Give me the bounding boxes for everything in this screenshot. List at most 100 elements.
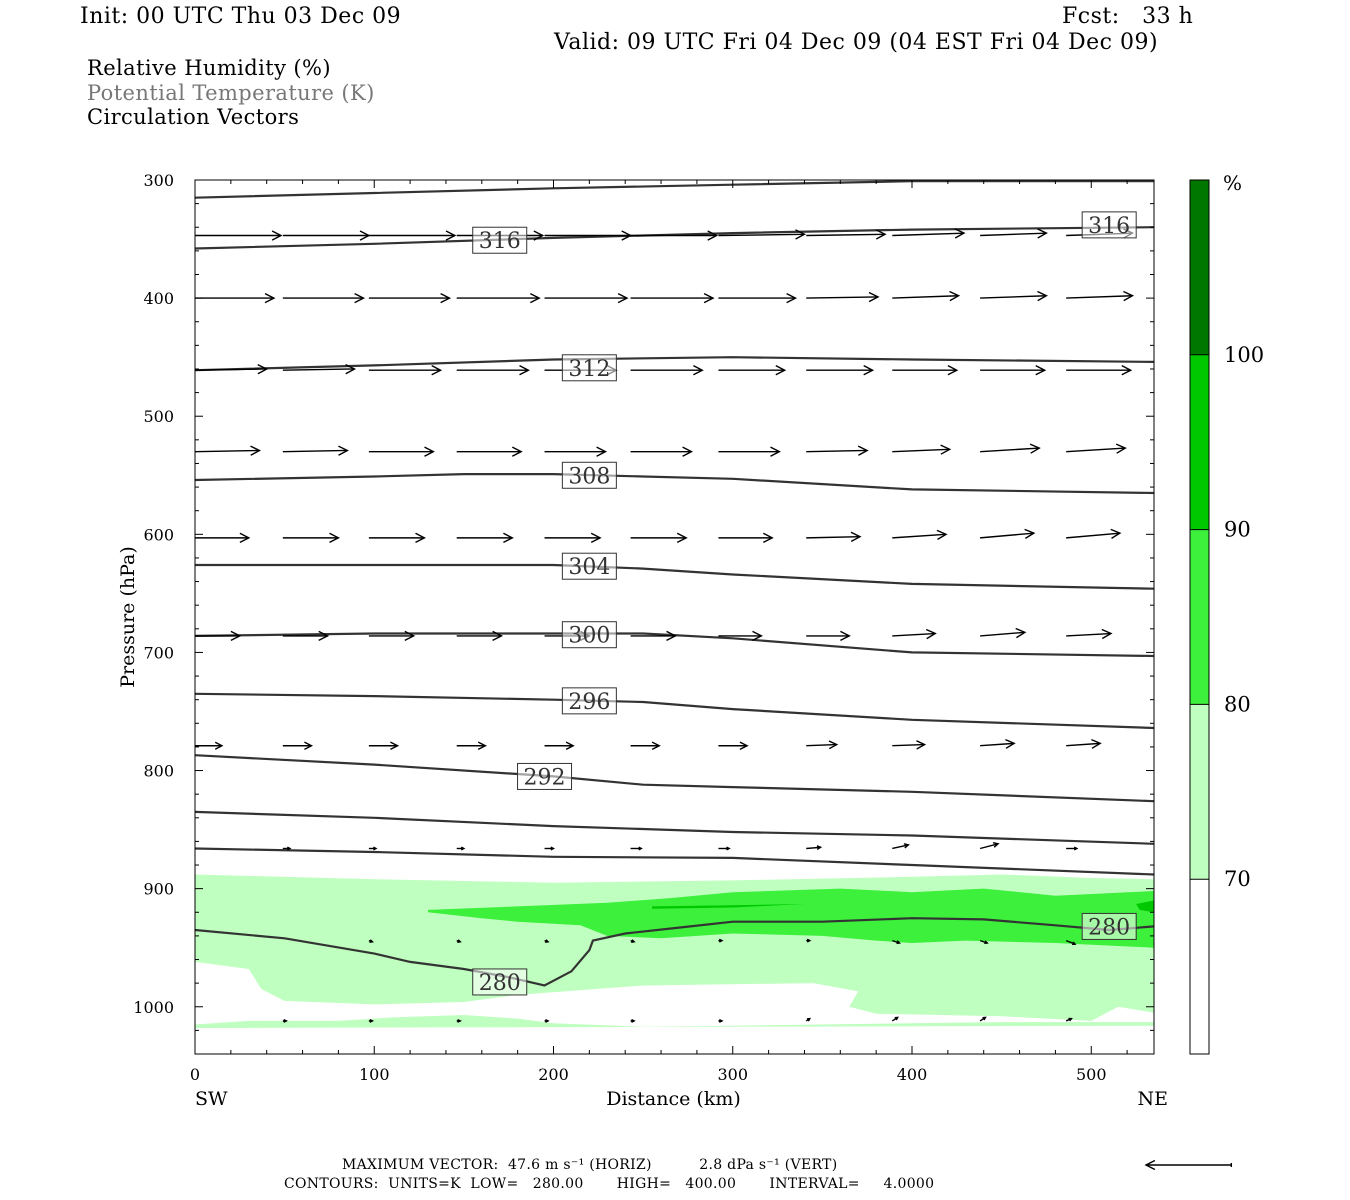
vector-head bbox=[1068, 1017, 1073, 1022]
vector-shaft bbox=[980, 631, 1025, 637]
vector-head bbox=[503, 532, 514, 544]
circulation-vector bbox=[980, 443, 1041, 454]
rh-region-70-80 bbox=[195, 1015, 1154, 1028]
vector-shaft bbox=[806, 296, 878, 299]
vector-head bbox=[786, 292, 798, 304]
vector-head bbox=[545, 939, 550, 943]
isentrope-label-text: 296 bbox=[568, 690, 610, 715]
colorbar-segment bbox=[1190, 354, 1209, 530]
isentrope-label-text: 304 bbox=[568, 555, 610, 580]
reference-vector-arrow bbox=[1144, 1159, 1232, 1171]
vector-head bbox=[1029, 443, 1041, 454]
vector-shaft bbox=[980, 447, 1040, 453]
vector-head bbox=[214, 741, 224, 750]
circulation-vector bbox=[195, 292, 276, 304]
vector-head bbox=[949, 290, 961, 302]
circulation-vector bbox=[368, 1018, 375, 1023]
vector-shaft bbox=[892, 743, 925, 747]
vector-head bbox=[354, 292, 366, 304]
vector-head bbox=[631, 939, 636, 943]
isentrope-label-box bbox=[472, 968, 528, 996]
vector-head bbox=[440, 292, 452, 304]
legend-circulation-vectors: Circulation Vectors bbox=[87, 105, 300, 129]
circulation-vector bbox=[1066, 364, 1133, 376]
vector-head bbox=[511, 446, 523, 457]
vector-head bbox=[795, 229, 807, 240]
isentrope-label-text: 280 bbox=[1088, 915, 1130, 940]
vector-head bbox=[752, 630, 763, 642]
vector-head bbox=[857, 445, 869, 456]
vector-head bbox=[1123, 290, 1135, 302]
vector-head bbox=[954, 228, 966, 239]
vector-head bbox=[762, 532, 774, 544]
y-tick-label: 1000 bbox=[133, 998, 174, 1017]
vector-head bbox=[457, 939, 462, 943]
isentrope-304 bbox=[195, 563, 1154, 590]
vector-head bbox=[703, 292, 715, 304]
vector-head bbox=[638, 846, 643, 851]
circulation-vector bbox=[544, 846, 556, 851]
y-tick-label: 300 bbox=[143, 171, 174, 190]
isentrope-label-316: 316 bbox=[1081, 211, 1137, 239]
circulation-vector bbox=[892, 628, 937, 640]
circulation-vector bbox=[368, 846, 378, 851]
colorbar-label: 80 bbox=[1224, 692, 1251, 716]
y-tick-label: 800 bbox=[143, 762, 174, 781]
circulation-vector bbox=[368, 292, 452, 304]
y-tick-label: 700 bbox=[143, 643, 174, 662]
vector-head bbox=[894, 1016, 899, 1021]
vector-head bbox=[982, 1016, 987, 1021]
isentrope-label-text: 280 bbox=[479, 971, 521, 996]
vector-shaft bbox=[806, 846, 821, 850]
colorbar-frame bbox=[1189, 179, 1210, 1055]
circulation-vector bbox=[456, 630, 504, 642]
circulation-vector bbox=[195, 741, 224, 750]
x-tick-label: 500 bbox=[1076, 1065, 1107, 1084]
vector-shaft bbox=[892, 533, 947, 539]
vector-head bbox=[896, 940, 901, 945]
vector-head bbox=[631, 1018, 636, 1023]
vector-head bbox=[477, 741, 487, 751]
circulation-vector bbox=[456, 846, 466, 851]
isentrope-label-316: 316 bbox=[472, 226, 528, 254]
circulation-vector bbox=[368, 364, 443, 376]
vector-head bbox=[916, 740, 927, 750]
circulation-vector bbox=[630, 741, 661, 751]
isentrope-288 bbox=[195, 847, 1154, 876]
circulation-vector bbox=[282, 532, 340, 544]
circulation-vector bbox=[368, 532, 426, 544]
circulation-vector bbox=[368, 741, 400, 751]
isentrope-label-box bbox=[472, 226, 528, 254]
circulation-vector bbox=[368, 446, 435, 457]
circulation-vector bbox=[630, 1018, 636, 1023]
circulation-vector bbox=[892, 843, 910, 850]
x-end-label-right: NE bbox=[1138, 1088, 1169, 1110]
circulation-vector bbox=[282, 741, 314, 751]
colorbar-segment bbox=[1190, 180, 1209, 355]
circulation-vector bbox=[630, 939, 636, 943]
colorbar-label: 90 bbox=[1224, 518, 1251, 542]
circulation-vector bbox=[368, 939, 374, 943]
isentrope-label-308: 308 bbox=[561, 461, 617, 489]
vector-head bbox=[718, 938, 724, 943]
vector-head bbox=[1015, 627, 1027, 639]
vector-head bbox=[828, 740, 839, 750]
isentrope-label-296: 296 bbox=[561, 687, 617, 715]
colorbar-label: 100 bbox=[1224, 343, 1264, 367]
isentrope-label-280: 280 bbox=[472, 968, 528, 996]
circulation-vector bbox=[630, 230, 719, 241]
circulation-vector bbox=[892, 364, 959, 376]
vector-head bbox=[329, 532, 340, 544]
vector-head bbox=[770, 446, 781, 457]
vector-shaft bbox=[892, 295, 959, 299]
circulation-vector bbox=[630, 846, 643, 851]
vector-shaft bbox=[892, 632, 936, 637]
isentrope-label-box bbox=[561, 687, 617, 715]
circulation-vector bbox=[806, 229, 887, 240]
contour-note: CONTOURS: UNITS=K LOW= 280.00 HIGH= 400.… bbox=[284, 1176, 935, 1192]
vector-head bbox=[1035, 364, 1047, 376]
circulation-vector bbox=[1065, 939, 1077, 946]
legend-relative-humidity: Relative Humidity (%) bbox=[87, 56, 331, 80]
circulation-vector bbox=[806, 531, 862, 543]
vector-head bbox=[651, 741, 661, 751]
